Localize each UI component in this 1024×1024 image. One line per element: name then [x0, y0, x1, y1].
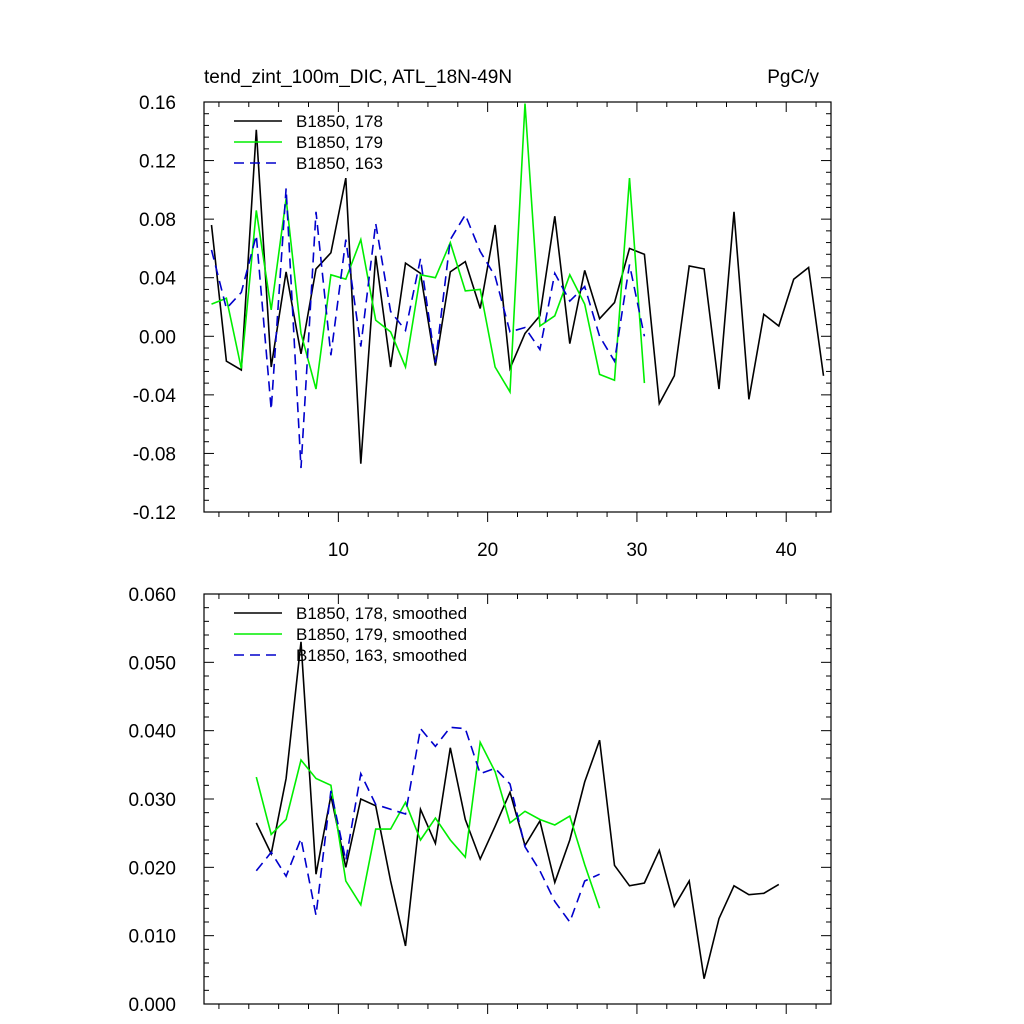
- bottom-legend-label-1: B1850, 178, smoothed: [296, 604, 467, 623]
- top-y-tick-label: 0.04: [139, 269, 176, 290]
- top-y-tick-label: 0.12: [139, 152, 176, 173]
- top-legend-label-1: B1850, 178: [296, 112, 383, 131]
- top-y-tick-label: -0.12: [133, 503, 176, 524]
- top-series-line-3: [210, 188, 646, 469]
- top-x-tick-label: 20: [477, 540, 498, 561]
- top-series-line-2: [211, 103, 646, 395]
- top-y-tick-label: -0.08: [133, 444, 176, 465]
- bottom-y-tick-label: 0.010: [128, 927, 176, 948]
- bottom-legend-label-2: B1850, 179, smoothed: [296, 625, 467, 644]
- bottom-legend-label-3: B1850, 163, smoothed: [296, 646, 467, 665]
- bottom-y-tick-label: 0.030: [128, 790, 176, 811]
- top-x-tick-label: 10: [328, 540, 349, 561]
- bottom-panel: 0.000 0.010 0.020 0.030 0.040 0.050 0.060 B185…: [128, 585, 832, 1016]
- bottom-y-tick-label: 0.060: [128, 585, 176, 606]
- top-chart-title: tend_zint_100m_DIC, ATL_18N-49N: [204, 67, 512, 88]
- bottom-y-tick-label: 0.050: [128, 653, 176, 674]
- top-chart-units: PgC/y: [767, 67, 819, 88]
- bottom-y-tick-label: 0.040: [128, 722, 176, 743]
- top-legend-label-3: B1850, 163: [296, 154, 383, 173]
- top-x-tick-label: 30: [626, 540, 647, 561]
- bottom-y-tick-label: 0.000: [128, 995, 176, 1016]
- top-y-tick-label: -0.04: [133, 386, 177, 407]
- top-y-tick-label: 0.16: [139, 93, 176, 114]
- top-series-line-1: [210, 129, 825, 464]
- bottom-series-line-3: [255, 726, 600, 924]
- bottom-y-tick-label: 0.020: [128, 858, 176, 879]
- bottom-series-line-2: [255, 739, 601, 909]
- top-y-tick-label: 0.08: [139, 210, 176, 231]
- top-y-tick-label: 0.00: [139, 327, 176, 348]
- top-panel: tend_zint_100m_DIC, ATL_18N-49N PgC/y -0…: [133, 67, 832, 561]
- bottom-series-line-1: [255, 641, 780, 979]
- top-x-tick-label: 40: [776, 540, 797, 561]
- top-legend-label-2: B1850, 179: [296, 133, 383, 152]
